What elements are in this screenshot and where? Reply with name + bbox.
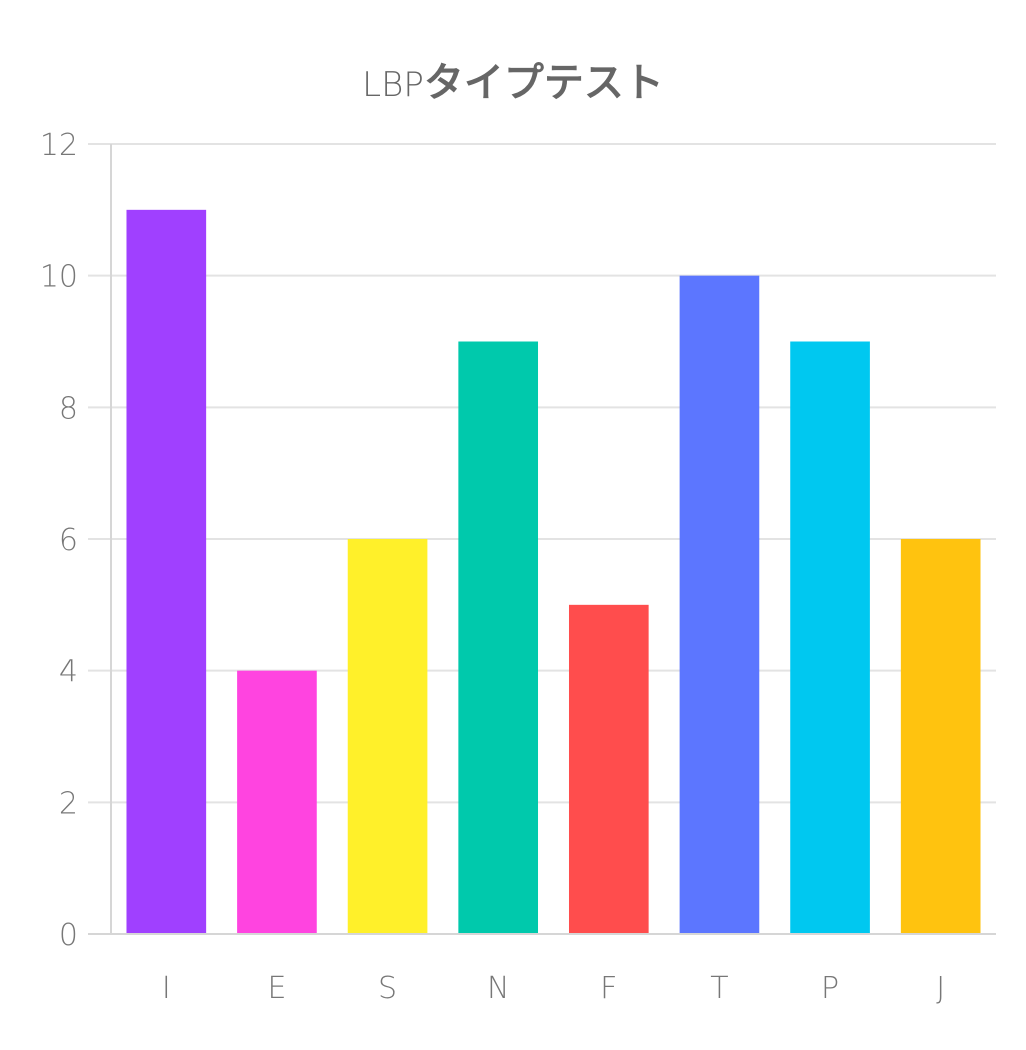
bar-p bbox=[790, 341, 870, 934]
x-tick-label: J bbox=[936, 971, 945, 1006]
x-tick-label: P bbox=[821, 971, 839, 1006]
bar-t bbox=[679, 275, 760, 935]
bar-n bbox=[458, 341, 539, 934]
x-tick-label: E bbox=[267, 971, 286, 1006]
x-tick-label: I bbox=[162, 971, 171, 1006]
y-tick-label: 4 bbox=[59, 655, 78, 690]
chart-title-main: タイプテスト bbox=[424, 60, 664, 106]
bar-s bbox=[347, 539, 428, 934]
y-tick-label: 12 bbox=[40, 128, 78, 163]
x-tick-label: T bbox=[710, 971, 728, 1006]
y-tick-label: 2 bbox=[59, 786, 78, 821]
y-tick-label: 0 bbox=[59, 918, 78, 953]
bars bbox=[126, 209, 981, 935]
x-tick-label: N bbox=[487, 971, 509, 1006]
chart-title-prefix: LBP bbox=[362, 65, 424, 105]
bar-i bbox=[126, 209, 207, 935]
x-tick-label: S bbox=[378, 971, 397, 1006]
bar-e bbox=[237, 670, 317, 934]
chart-title: LBPタイプテスト bbox=[362, 60, 664, 106]
bar-j bbox=[900, 539, 981, 934]
bar-f bbox=[568, 604, 649, 934]
x-tick-label: F bbox=[600, 971, 617, 1006]
y-tick-label: 8 bbox=[59, 391, 78, 426]
y-axis-tick-labels: 0 2 4 6 8 10 12 bbox=[40, 128, 78, 953]
y-tick-label: 10 bbox=[40, 260, 78, 295]
y-tick-label: 6 bbox=[59, 523, 78, 558]
